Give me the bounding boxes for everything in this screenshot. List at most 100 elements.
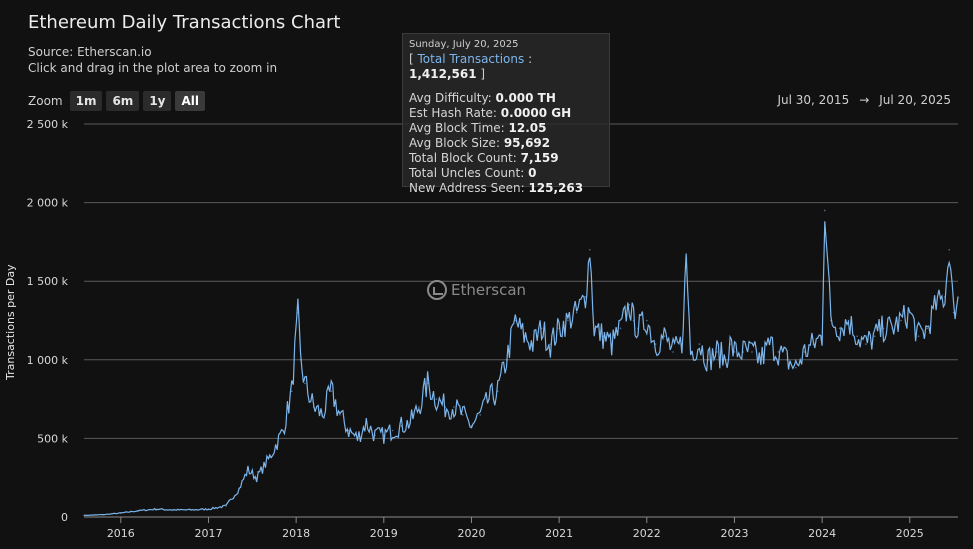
- y-tick-label: 1 500 k: [27, 275, 69, 288]
- data-point: [856, 335, 858, 338]
- data-point: [685, 256, 688, 259]
- chart-title: Ethereum Daily Transactions Chart: [28, 12, 341, 33]
- range-to[interactable]: Jul 20, 2025: [879, 93, 951, 107]
- x-tick-label: 2022: [633, 527, 661, 540]
- data-point: [120, 512, 122, 514]
- data-point: [729, 343, 731, 345]
- data-point: [400, 425, 403, 427]
- data-point: [505, 359, 508, 361]
- data-point: [549, 343, 552, 345]
- data-point: [312, 406, 315, 408]
- data-point: [282, 429, 284, 432]
- data-point: [957, 296, 959, 298]
- zoom-hint-text: Click and drag in the plot area to zoom …: [28, 61, 278, 75]
- data-point: [777, 351, 780, 353]
- data-point: [589, 248, 591, 251]
- data-point: [716, 351, 718, 353]
- x-tick-label: 2025: [896, 527, 924, 540]
- y-tick-label: 2 000 k: [27, 197, 69, 210]
- data-point: [724, 359, 727, 361]
- data-point: [365, 421, 368, 424]
- zoom-all-button[interactable]: All: [175, 91, 205, 111]
- data-point: [821, 335, 823, 338]
- data-point: [944, 296, 946, 298]
- data-point: [374, 434, 376, 437]
- zoom-1m-button[interactable]: 1m: [69, 91, 103, 111]
- tooltip-row-value: 0.000 TH: [495, 91, 556, 105]
- data-point: [514, 319, 517, 322]
- data-point: [917, 335, 920, 338]
- data-point: [689, 351, 692, 353]
- data-point: [823, 209, 826, 212]
- y-tick-label: 0: [61, 511, 68, 524]
- data-point: [558, 327, 560, 330]
- data-point: [619, 327, 622, 330]
- x-tick-label: 2021: [545, 527, 573, 540]
- zoom-bar: Zoom 1m 6m 1y All: [28, 91, 205, 111]
- data-point: [948, 248, 951, 251]
- data-point: [593, 327, 595, 330]
- zoom-6m-button[interactable]: 6m: [106, 91, 140, 111]
- data-point: [873, 335, 876, 338]
- data-point: [632, 319, 635, 322]
- data-point: [768, 343, 771, 345]
- x-tick-label: 2018: [282, 527, 310, 540]
- tooltip-row-value: 125,263: [528, 181, 584, 195]
- tooltip-main-value: [ Total Transactions : 1,412,561 ]: [409, 52, 603, 82]
- data-point: [304, 382, 306, 385]
- tooltip-row: Total Uncles Count: 0: [409, 166, 603, 181]
- tooltip-row: Total Block Count: 7,159: [409, 151, 603, 166]
- tooltip-row-value: 7,159: [520, 151, 559, 165]
- data-point: [330, 390, 333, 393]
- zoom-1y-button[interactable]: 1y: [143, 91, 172, 111]
- data-point: [751, 351, 753, 353]
- data-point: [479, 414, 482, 416]
- tooltip-row-label: Total Block Count:: [409, 151, 521, 165]
- data-point: [172, 509, 175, 511]
- tooltip-row-value: 12.05: [508, 121, 547, 135]
- data-point: [356, 437, 359, 440]
- data-point: [908, 311, 911, 314]
- tooltip-rows: Avg Difficulty: 0.000 TH Est Hash Rate: 0…: [409, 91, 603, 196]
- data-point: [900, 319, 902, 322]
- data-point: [435, 398, 438, 400]
- data-point: [391, 429, 394, 432]
- data-point: [882, 327, 885, 330]
- y-tick-label: 2 500 k: [27, 118, 69, 131]
- data-point: [707, 359, 709, 361]
- data-point: [488, 398, 490, 400]
- range-from[interactable]: Jul 30, 2015: [777, 93, 850, 107]
- data-point: [654, 343, 657, 345]
- data-point: [926, 327, 929, 330]
- data-point: [444, 406, 446, 408]
- tooltip-row-label: Est Hash Rate:: [409, 106, 501, 120]
- data-point: [269, 456, 271, 459]
- data-point: [602, 335, 604, 338]
- data-point: [742, 351, 745, 353]
- etherscan-watermark: Etherscan: [427, 280, 526, 300]
- tooltip-row-label: New Address Seen:: [409, 181, 529, 195]
- tooltip-row-label: Total Uncles Count:: [409, 166, 529, 180]
- data-point: [698, 343, 701, 345]
- data-point: [847, 319, 850, 322]
- tooltip-row-value: 0.0000 GH: [500, 106, 572, 120]
- series-line-total-transactions: [83, 221, 959, 517]
- x-tick-label: 2016: [107, 527, 135, 540]
- data-point: [786, 359, 788, 361]
- data-point: [733, 351, 736, 353]
- data-point: [225, 505, 227, 507]
- data-point: [83, 514, 85, 517]
- tooltip-row: Est Hash Rate: 0.0000 GH: [409, 106, 603, 121]
- data-point: [952, 311, 955, 314]
- x-tick-label: 2019: [370, 527, 398, 540]
- data-point: [207, 508, 210, 510]
- x-tick-label: 2020: [457, 527, 485, 540]
- tooltip-row: New Address Seen: 125,263: [409, 181, 603, 196]
- tooltip-value: 1,412,561: [409, 67, 477, 81]
- chart-subtitle: Source: Etherscan.io Click and drag in t…: [28, 44, 277, 76]
- date-range: Jul 30, 2015 → Jul 20, 2025: [777, 93, 951, 107]
- data-point: [470, 425, 473, 427]
- x-tick-label: 2023: [720, 527, 748, 540]
- range-arrow: →: [859, 93, 870, 107]
